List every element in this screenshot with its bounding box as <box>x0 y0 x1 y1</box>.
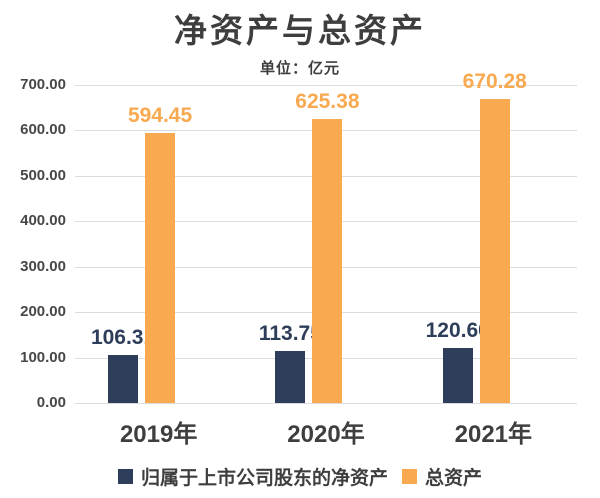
total-assets-bar <box>479 98 510 403</box>
gridline <box>75 85 577 86</box>
total-assets-bar <box>145 132 176 403</box>
x-category-label: 2020年 <box>287 421 365 448</box>
net-assets-value-label: 113.75 <box>258 322 322 346</box>
net-assets-value-label: 120.60 <box>425 319 490 343</box>
chart-subtitle-unit: 单位：亿元 <box>259 60 340 77</box>
y-tick-label: 300.00 <box>20 257 66 275</box>
x-category-label: 2019年 <box>119 421 198 448</box>
total-assets-value-label: 625.38 <box>295 89 360 113</box>
legend-net-assets-label: 归属于上市公司股东的净资产 <box>140 468 388 489</box>
net-assets-bar <box>108 354 139 403</box>
y-tick-label: 500.00 <box>20 166 66 184</box>
net-assets-bar <box>275 351 306 403</box>
y-tick-label: 200.00 <box>20 303 66 321</box>
y-tick-label: 700.00 <box>20 76 66 93</box>
y-tick-label: 0.00 <box>36 394 66 411</box>
chart-title: 净资产与总资产 <box>174 12 426 49</box>
total-assets-value-label: 670.28 <box>462 69 527 93</box>
total-assets-bar <box>312 118 343 403</box>
gridline <box>75 403 577 404</box>
x-category-label: 2021年 <box>454 421 533 448</box>
net-assets-bar <box>442 348 473 403</box>
legend-total-assets-swatch <box>402 469 417 484</box>
legend: 归属于上市公司股东的净资产 总资产 <box>0 463 600 490</box>
y-tick-label: 600.00 <box>20 121 66 139</box>
total-assets-value-label: 594.45 <box>127 103 193 127</box>
legend-total-assets-label: 总资产 <box>425 468 483 489</box>
legend-net-assets-swatch <box>117 469 133 484</box>
y-tick-label: 100.00 <box>20 348 66 366</box>
net-assets-value-label: 106.31 <box>90 325 156 349</box>
y-tick-label: 400.00 <box>20 212 66 230</box>
